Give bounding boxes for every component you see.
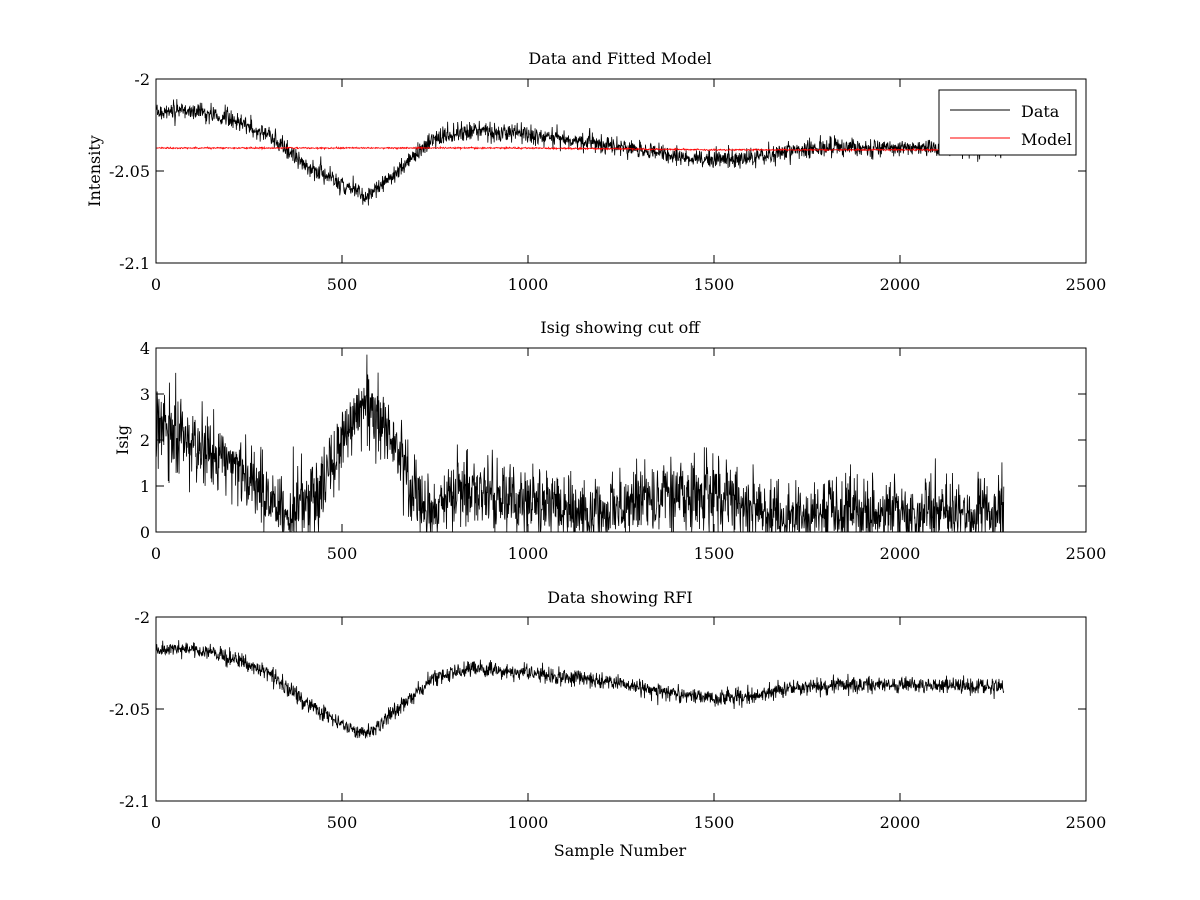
series-line-data [155, 99, 1005, 206]
x-tick-label: 2500 [1066, 813, 1107, 832]
x-tick-label: 500 [327, 544, 358, 563]
x-tick-label: 0 [151, 275, 161, 294]
y-tick-label: -2.05 [109, 700, 150, 719]
y-tick-label: 0 [140, 523, 150, 542]
y-tick-label: 3 [140, 385, 150, 404]
x-tick-label: 1500 [694, 275, 735, 294]
series-line-model [155, 145, 1004, 153]
legend-data-label: Data [1021, 102, 1060, 121]
x-tick-label: 500 [327, 813, 358, 832]
x-tick-label: 1500 [694, 544, 735, 563]
series-line-isig [155, 354, 1005, 533]
x-axis-label: Sample Number [554, 841, 687, 860]
x-tick-label: 2500 [1066, 544, 1107, 563]
x-tick-label: 1500 [694, 813, 735, 832]
x-tick-label: 2500 [1066, 275, 1107, 294]
legend-model-label: Model [1021, 130, 1072, 149]
x-tick-label: 2000 [880, 544, 921, 563]
x-tick-label: 1000 [508, 813, 549, 832]
x-tick-label: 1000 [508, 275, 549, 294]
x-tick-label: 0 [151, 813, 161, 832]
x-tick-label: 1000 [508, 544, 549, 563]
series-line-data [155, 640, 1005, 739]
axes-layer: 0 500 1000 1500 2000 2500 -2.1 -2.05 -2 [109, 608, 1106, 832]
panel-data-fitted-model: Data and Fitted Model Intensity 0 500 1000… [85, 49, 1106, 294]
series-layer [155, 640, 1005, 739]
y-tick-label: 2 [140, 431, 150, 450]
series-layer [155, 99, 1005, 206]
panel-title: Data showing RFI [547, 588, 692, 607]
x-tick-label: 0 [151, 544, 161, 563]
y-tick-label: -2 [134, 70, 150, 89]
x-tick-label: 2000 [880, 813, 921, 832]
x-tick-label: 500 [327, 275, 358, 294]
legend: Data Model [938, 89, 1077, 156]
x-tick-label: 2000 [880, 275, 921, 294]
axes-layer: 0 500 1000 1500 2000 2500 -2.1 -2.05 -2 [109, 70, 1106, 294]
legend-box [938, 89, 1077, 156]
series-layer [155, 354, 1005, 533]
y-tick-label: 1 [140, 477, 150, 496]
panel-title: Data and Fitted Model [528, 49, 711, 68]
y-tick-label: -2.05 [109, 162, 150, 181]
panel-title: Isig showing cut off [540, 318, 701, 337]
y-tick-label: -2 [134, 608, 150, 627]
panel-data-rfi: Data showing RFI 0 500 1000 1500 2000 2500 -2.… [109, 588, 1106, 860]
y-tick-label: 4 [140, 339, 150, 358]
axes-layer: 0 500 1000 1500 2000 2500 0 1 2 3 4 [140, 339, 1107, 563]
y-axis-label: Intensity [85, 135, 104, 207]
y-axis-label: Isig [113, 425, 132, 455]
y-tick-label: -2.1 [119, 792, 150, 811]
panel-isig-cutoff: Isig showing cut off Isig 0 500 1000 1500 20… [113, 318, 1106, 563]
y-tick-label: -2.1 [119, 254, 150, 273]
